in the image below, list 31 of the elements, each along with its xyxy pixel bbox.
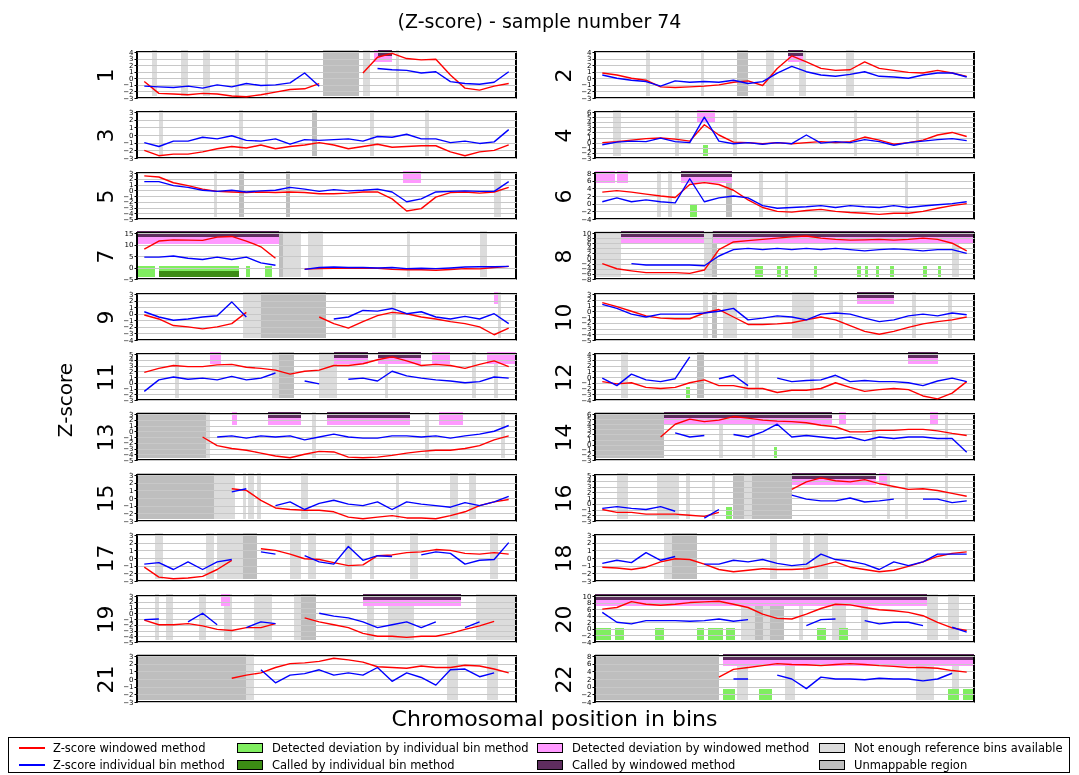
category-label: Z-score individual bin method	[53, 757, 225, 772]
y-axis-title: 22	[550, 665, 576, 694]
y-axis-title: 9	[92, 310, 118, 325]
y-axis-title: 12	[550, 363, 576, 392]
category-label: Detected deviation by individual bin method	[272, 740, 529, 755]
y-axis-title: 20	[550, 605, 576, 634]
y-axis-title: 19	[92, 605, 118, 634]
y-axis-title: 18	[550, 544, 576, 573]
y-axis-title: 21	[92, 665, 118, 694]
y-axis-title: 7	[92, 249, 118, 264]
text: Z-score	[53, 362, 77, 438]
y-axis-title: 16	[550, 484, 576, 513]
y-axis-title: 17	[92, 544, 118, 573]
y-axis-title: 4	[550, 128, 576, 143]
category-label: Unmappable region	[854, 757, 968, 772]
y-axis-title: 5	[92, 189, 118, 204]
category-label: Called by windowed method	[572, 757, 736, 772]
y-axis-title: 2	[550, 68, 576, 83]
text: Chromosomal position in bins	[390, 706, 719, 731]
y-axis-title: 11	[92, 363, 118, 392]
category-label: Called by individual bin method	[272, 757, 455, 772]
y-axis-title: 1	[92, 68, 118, 83]
category-label: Not enough reference bins available	[854, 740, 1063, 755]
y-axis-title: 13	[92, 423, 118, 452]
category-label: Z-score windowed method	[53, 740, 206, 755]
category-label: Detected deviation by windowed method	[572, 740, 810, 755]
y-axis-title: 3	[92, 128, 118, 143]
y-axis-title: 6	[550, 189, 576, 204]
y-axis-title: 14	[550, 423, 576, 452]
text: (Z-score) - sample number 74	[396, 10, 683, 32]
y-axis-title: 8	[550, 249, 576, 264]
